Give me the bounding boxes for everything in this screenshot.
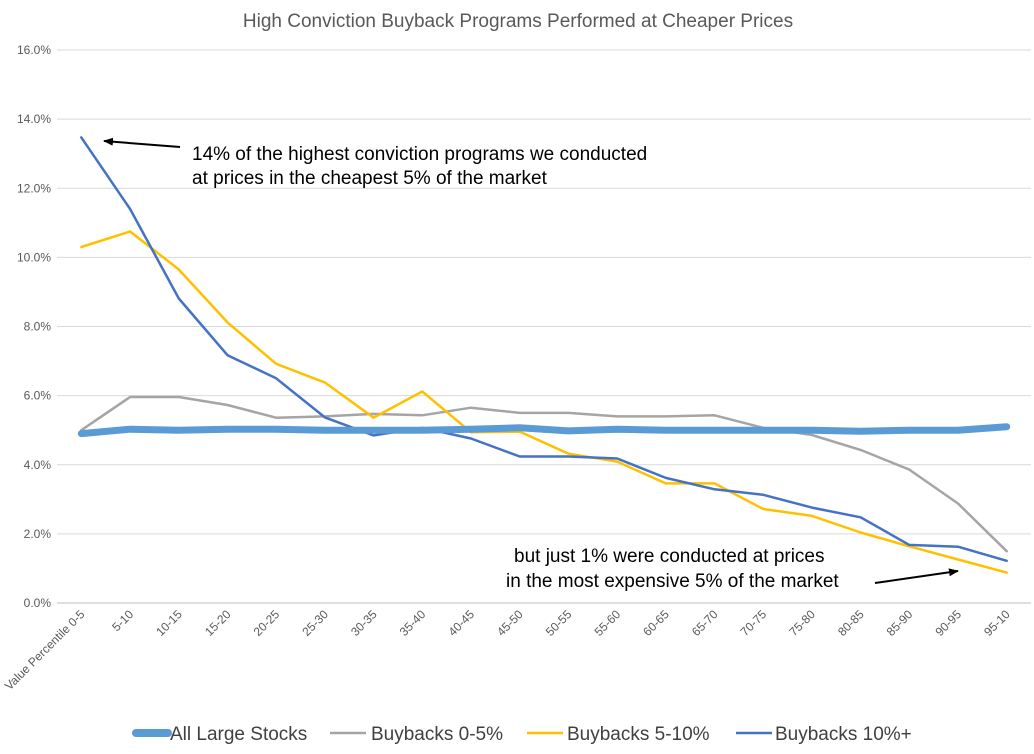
y-tick-label: 14.0% (17, 112, 51, 126)
x-tick-label: 35-40 (397, 607, 429, 639)
x-tick-label: 90-95 (932, 607, 964, 639)
series-lines (77, 136, 1011, 574)
y-tick-label: 6.0% (24, 389, 52, 403)
x-tick-label: 85-90 (884, 607, 916, 639)
gridlines (57, 49, 1031, 604)
x-tick-label: 10-15 (153, 607, 185, 639)
legend: All Large Stocks Buybacks 0-5% Buybacks … (132, 724, 912, 745)
x-tick-label: 45-50 (494, 607, 526, 639)
y-tick-label: 8.0% (24, 320, 52, 334)
legend-item-buybacks-10-plus: Buybacks 10%+ (736, 724, 912, 745)
x-tick-label: 15-20 (202, 607, 234, 639)
y-tick-label: 2.0% (24, 527, 52, 541)
series-line-buybacks-0-5 (80, 395, 1008, 553)
x-tick-label: 30-35 (348, 607, 380, 639)
annotation-line-2: at prices in the cheapest 5% of the mark… (192, 168, 548, 189)
legend-item-buybacks-0-5: Buybacks 0-5% (330, 724, 503, 745)
x-tick-label: 65-70 (689, 607, 721, 639)
x-tick-label: 60-65 (640, 607, 672, 639)
x-tick-label: Value Percentile 0-5 (2, 607, 88, 693)
chart-title: High Conviction Buyback Programs Perform… (243, 11, 793, 32)
annotation-line-3: but just 1% were conducted at prices (514, 546, 825, 567)
series-line-buybacks-5-10 (80, 230, 1008, 574)
y-tick-label: 4.0% (24, 458, 52, 472)
x-tick-label: 40-45 (445, 607, 477, 639)
x-tick-label: 80-85 (835, 607, 867, 639)
y-tick-label: 12.0% (17, 181, 51, 195)
y-tick-label: 10.0% (17, 250, 51, 264)
x-tick-label: 95-10 (981, 607, 1013, 639)
annotation-line-1: 14% of the highest conviction programs w… (192, 144, 647, 165)
annotation-expensive: but just 1% were conducted at prices in … (506, 546, 959, 592)
annotation-arrow-cheapest (103, 137, 181, 148)
y-tick-label: 16.0% (17, 43, 51, 57)
x-tick-label: 50-55 (543, 607, 575, 639)
legend-label-buybacks-5-10: Buybacks 5-10% (567, 724, 710, 745)
annotation-line-4: in the most expensive 5% of the market (506, 571, 839, 592)
x-axis: Value Percentile 0-5 5-10 10-15 15-20 20-25 2… (2, 607, 1013, 693)
legend-label-all-large-stocks: All Large Stocks (170, 724, 307, 745)
legend-item-all-large-stocks: All Large Stocks (132, 724, 307, 745)
y-tick-label: 0.0% (24, 596, 52, 610)
series-line-buybacks-10 (80, 136, 1008, 563)
annotation-arrow-expensive (874, 568, 959, 584)
annotation-cheapest: 14% of the highest conviction programs w… (103, 137, 647, 189)
x-tick-label: 55-60 (592, 607, 624, 639)
x-tick-label: 5-10 (109, 607, 136, 634)
x-tick-label: 70-75 (738, 607, 770, 639)
x-tick-label: 75-80 (786, 607, 818, 639)
x-tick-label: 20-25 (251, 607, 283, 639)
x-tick-label: 25-30 (299, 607, 331, 639)
legend-label-buybacks-10-plus: Buybacks 10%+ (775, 724, 912, 745)
series-line-all-large-stocks (77, 423, 1011, 438)
legend-label-buybacks-0-5: Buybacks 0-5% (371, 724, 503, 745)
legend-item-buybacks-5-10: Buybacks 5-10% (527, 724, 710, 745)
y-axis: 0.0% 2.0% 4.0% 6.0% 8.0% 10.0% 12.0% 14.0% 16.0% (17, 43, 51, 610)
